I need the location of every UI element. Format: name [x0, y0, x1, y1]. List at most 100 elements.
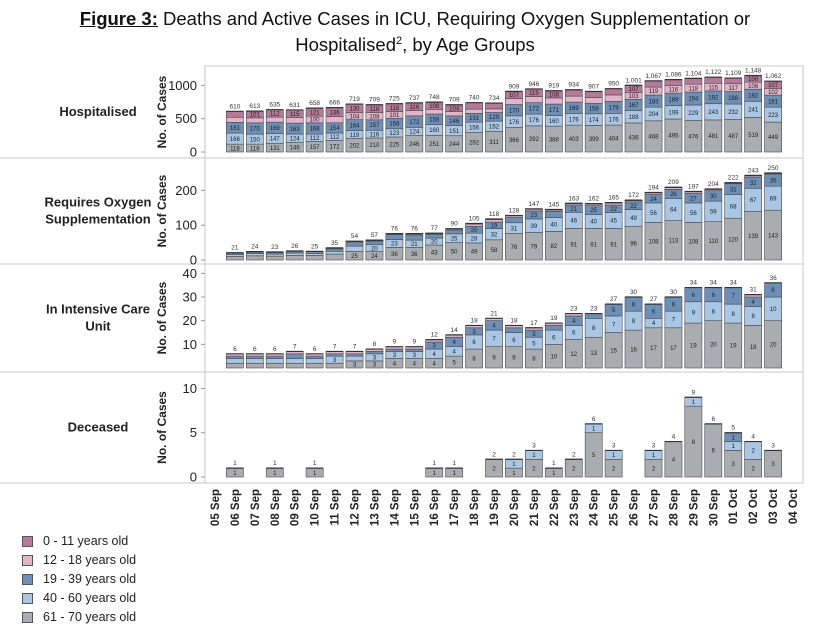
bar-segment	[584, 91, 603, 98]
panel-0: Hospitalised No. of Cases 0 500 1000 118 166 16…	[0, 65, 804, 160]
segment-label: 232	[728, 110, 739, 116]
total-label: 3	[612, 442, 616, 449]
row-label: Requires Oxygen	[45, 195, 152, 210]
segment-label: 179	[609, 106, 620, 112]
bar-segment	[345, 242, 364, 247]
bar-segment	[325, 116, 344, 124]
total-label: 1	[552, 460, 556, 467]
segment-label: 392	[529, 137, 540, 143]
x-tick-label: 27 Sep	[649, 489, 661, 526]
bar-segment	[604, 94, 623, 102]
total-label: 9	[393, 339, 397, 346]
segment-label: 20	[770, 343, 777, 349]
segment-label: 202	[349, 143, 360, 149]
segment-label: 3	[413, 353, 417, 359]
total-label: 909	[509, 83, 520, 90]
segment-label: 2	[572, 466, 576, 472]
segment-label: 4	[433, 352, 437, 358]
total-label: 90	[451, 221, 459, 228]
segment-label: 17	[670, 346, 677, 352]
segment-label: 110	[709, 239, 719, 245]
segment-label: 399	[589, 137, 600, 143]
segment-label: 147	[270, 137, 281, 143]
total-label: 8	[373, 341, 377, 348]
segment-label: 25	[351, 254, 358, 260]
segment-label: 115	[709, 85, 719, 91]
segment-label: 108	[369, 114, 380, 120]
total-label: 635	[269, 102, 280, 109]
segment-label: 4	[433, 361, 437, 367]
bar-segment	[405, 110, 424, 117]
bar-segment	[365, 351, 384, 355]
bar-segment	[285, 252, 304, 256]
segment-label: 4	[452, 340, 456, 346]
legend-swatch	[22, 574, 33, 585]
segment-label: 5	[612, 308, 616, 314]
segment-label: 167	[629, 103, 640, 109]
bar-segment	[305, 355, 324, 359]
legend-item: 12 - 18 years old	[22, 551, 136, 570]
bar-segment	[664, 79, 683, 86]
total-label: 30	[670, 289, 678, 296]
total-label: 7	[353, 343, 357, 350]
bar-segment	[425, 109, 444, 115]
bar-segment	[584, 97, 603, 104]
bar-segment	[226, 256, 244, 261]
total-label: 76	[411, 226, 419, 233]
legend-swatch	[22, 593, 33, 604]
segment-label: 204	[648, 112, 659, 118]
bar-segment	[265, 253, 284, 257]
segment-label: 2	[532, 466, 536, 472]
x-tick-label: 29 Sep	[688, 489, 700, 526]
segment-label: 27	[690, 196, 697, 202]
x-tick-label: 02 Oct	[748, 489, 760, 524]
x-tick-label: 17 Sep	[449, 489, 461, 526]
segment-label: 143	[768, 233, 779, 239]
segment-label: 117	[728, 86, 738, 92]
total-label: 23	[570, 306, 578, 313]
y-axis-title: No. of Cases	[155, 391, 169, 464]
segment-label: 157	[369, 123, 380, 129]
segment-label: 3	[732, 462, 736, 468]
segment-label: 7	[492, 337, 496, 343]
segment-label: 20	[471, 228, 478, 234]
bar-segment	[544, 97, 563, 105]
panel-3: Deceased No. of Cases 0 5 10 1 1 1 1 1 1 1 1 1 1 2 2 1 1 2 2…	[0, 371, 804, 485]
total-label: 3	[652, 442, 656, 449]
total-label: 6	[711, 416, 715, 423]
segment-label: 3	[333, 358, 337, 364]
total-label: 7	[333, 343, 337, 350]
segment-label: 166	[230, 137, 241, 143]
segment-label: 7	[612, 322, 616, 328]
segment-label: 157	[310, 145, 321, 151]
segment-label: 1	[452, 471, 456, 477]
segment-label: 449	[768, 135, 779, 141]
y-tick-label: 40	[183, 266, 197, 281]
total-label: 6	[233, 346, 237, 353]
bar-segment	[465, 108, 483, 114]
segment-label: 150	[250, 137, 261, 143]
segment-label: 101	[250, 113, 261, 119]
segment-label: 6	[512, 338, 516, 344]
segment-label: 106	[748, 84, 759, 90]
segment-label: 146	[290, 145, 301, 151]
segment-label: 7	[732, 294, 736, 300]
total-label: 18	[470, 317, 478, 324]
total-label: 27	[610, 296, 618, 303]
segment-label: 118	[230, 146, 240, 152]
total-label: 3	[771, 442, 775, 449]
total-label: 147	[528, 201, 539, 208]
segment-label: 96	[630, 241, 637, 247]
segment-label: 120	[728, 237, 739, 243]
segment-label: 8	[472, 357, 476, 363]
segment-label: 171	[549, 108, 560, 114]
total-label: 36	[769, 275, 777, 282]
y-tick-label: 500	[175, 111, 197, 126]
bar-segment	[425, 233, 444, 239]
x-tick-label: 08 Sep	[270, 489, 282, 526]
total-label: 24	[251, 244, 259, 251]
segment-label: 6	[712, 293, 716, 299]
bar-segment	[305, 255, 324, 261]
total-label: 1	[452, 460, 456, 467]
segment-label: 241	[748, 108, 759, 114]
